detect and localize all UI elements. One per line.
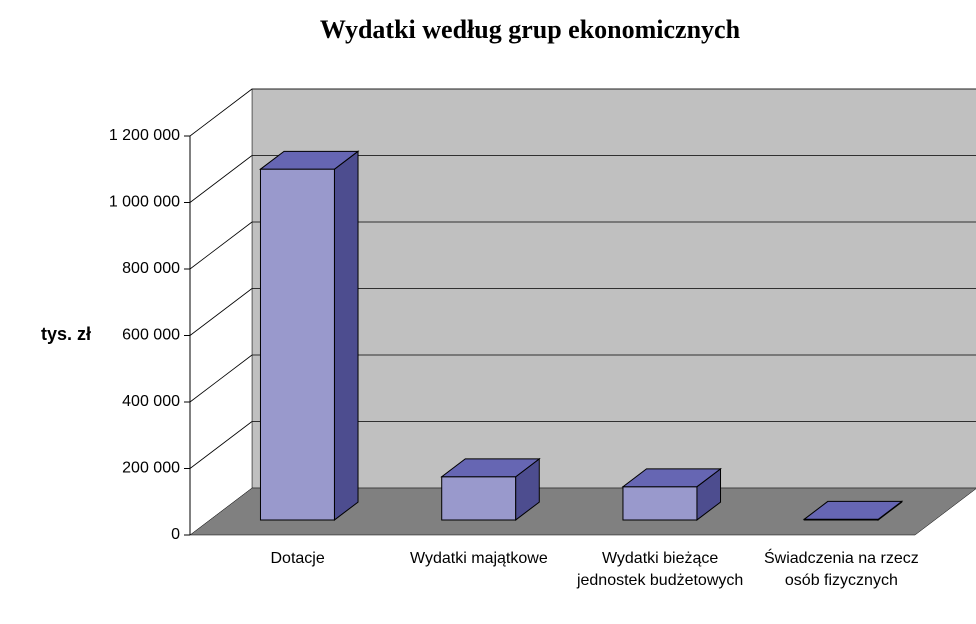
grid-line (189, 221, 253, 270)
x-tick-label: Wydatki bieżące jednostek budżetowych (576, 550, 744, 589)
y-tick-label: 0 (171, 526, 180, 543)
bar (258, 150, 360, 521)
y-axis-label: tys. zł (41, 324, 91, 344)
grid-line (189, 288, 253, 336)
bar (802, 500, 904, 521)
y-tick-label: 1 000 000 (109, 194, 180, 211)
bar (440, 457, 541, 521)
bar (621, 467, 723, 521)
grid-line (189, 354, 253, 403)
x-tick-label: Wydatki majątkowe (410, 550, 548, 567)
x-tick-label: Dotacje (270, 550, 325, 567)
grid-line (189, 421, 253, 469)
y-tick-label: 1 200 000 (109, 127, 180, 144)
bar-top (258, 150, 360, 170)
grid-line (189, 155, 253, 203)
y-tick-label: 400 000 (122, 393, 180, 410)
bar-front (441, 476, 517, 521)
bar-front (622, 486, 698, 521)
bar-top (621, 468, 723, 488)
x-tick-label: Świadczenia na rzecz osób fizycznych (764, 550, 919, 589)
bar-side (333, 150, 359, 521)
y-tick-label: 800 000 (122, 260, 180, 277)
grid-line (189, 88, 253, 137)
bar-top (440, 458, 541, 478)
y-tick-label: 600 000 (122, 327, 180, 344)
chart-title: Wydatki według grup ekonomicznych (320, 15, 741, 44)
bar-front (259, 168, 335, 521)
y-tick-label: 200 000 (122, 460, 180, 477)
bar-top (802, 500, 904, 520)
